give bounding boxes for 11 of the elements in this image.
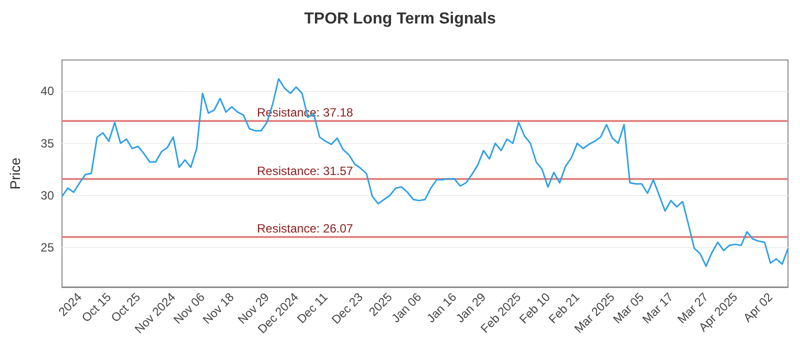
- y-tick-label: 30: [40, 188, 54, 202]
- chart-title: TPOR Long Term Signals: [304, 10, 496, 28]
- x-tick-label: Apr 02: [740, 290, 776, 325]
- y-axis-title: Price: [7, 157, 23, 190]
- x-tick-label: Dec 23: [328, 290, 366, 327]
- ref-line-label: Resistance: 26.07: [257, 221, 354, 236]
- y-tick-label: 40: [40, 84, 54, 98]
- y-tick-label: 35: [40, 136, 54, 150]
- ref-line-label: Resistance: 31.57: [257, 164, 354, 178]
- line-series: [61, 78, 789, 267]
- y-tick-label: 25: [40, 240, 54, 254]
